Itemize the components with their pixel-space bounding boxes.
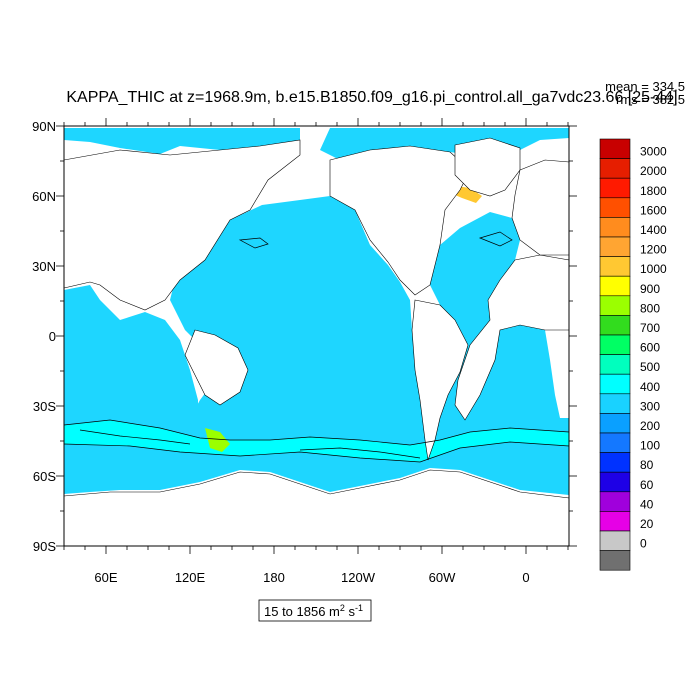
africa	[454, 254, 570, 421]
range-label: 15 to 1856 m2 s-1	[264, 603, 363, 619]
colorbar-label: 60	[640, 478, 654, 492]
lat-label-30n: 30N	[32, 259, 56, 274]
australia	[184, 329, 249, 406]
lon-label-0: 0	[522, 570, 529, 585]
indian-ocean	[64, 285, 198, 418]
land-mask	[63, 137, 570, 547]
colorbar-swatch	[599, 471, 631, 493]
lat-labels: 90N 60N 30N 0 30S 60S 90S	[32, 119, 56, 554]
colorbar-label: 0	[640, 537, 647, 551]
contour-line	[238, 237, 269, 249]
colorbar-swatch	[599, 138, 631, 159]
acc-high-band	[64, 420, 569, 462]
north-america	[329, 145, 471, 296]
colorbar-swatch	[599, 158, 631, 179]
mean-label: mean = 334.5	[605, 79, 685, 94]
range-label-box: 15 to 1856 m2 s-1	[258, 599, 372, 622]
lat-label-60s: 60S	[33, 469, 56, 484]
contour-line	[478, 231, 513, 247]
colorbar-swatch	[599, 334, 631, 355]
colorbar-label: 100	[640, 439, 660, 453]
range-label-sup2: -1	[355, 603, 363, 613]
colorbar-swatch	[599, 354, 631, 375]
colorbar-label: 800	[640, 301, 660, 315]
colorbar-label: 600	[640, 341, 660, 355]
colorbar-label: 1800	[640, 184, 667, 198]
colorbar-label: 1000	[640, 262, 667, 276]
colorbar-swatch	[599, 217, 631, 238]
colorbar-swatch	[599, 550, 631, 571]
colorbar-swatch	[599, 432, 631, 453]
colorbar-label: 40	[640, 497, 654, 511]
lat-label-90s: 90S	[33, 539, 56, 554]
arctic-ocean	[64, 128, 300, 154]
lat-label-90n: 90N	[32, 119, 56, 134]
colorbar-label: 1600	[640, 203, 667, 217]
colorbar-swatch	[599, 275, 631, 297]
acc-peak-patch	[205, 428, 230, 452]
colorbar-label: 1200	[640, 243, 667, 257]
lon-label-60e: 60E	[94, 570, 117, 585]
lon-label-60w: 60W	[429, 570, 456, 585]
colorbar-label: 400	[640, 380, 660, 394]
colorbar-swatch	[599, 315, 631, 336]
lon-label-120w: 120W	[341, 570, 376, 585]
greenland	[454, 137, 521, 197]
colorbar-label: 2000	[640, 164, 667, 178]
colorbar-swatch	[599, 413, 631, 434]
plot-title: KAPPA_THIC at z=1968.9m, b.e15.B1850.f09…	[66, 89, 677, 106]
contour-line	[299, 447, 421, 459]
colorbar-swatch	[599, 373, 631, 395]
colorbar-label: 1400	[640, 223, 667, 237]
colorbar-label: 80	[640, 458, 654, 472]
colorbar-swatch	[599, 511, 631, 532]
map-panel: 90N 60N 30N 0 30S 60S 90S 60E 120E 180 1…	[32, 118, 577, 585]
europe	[511, 159, 570, 256]
colorbar-swatch	[599, 393, 631, 414]
colorbar-swatch	[599, 236, 631, 257]
colorbar-label: 20	[640, 517, 654, 531]
lat-label-60n: 60N	[32, 189, 56, 204]
rms-label: rms = 382.5	[616, 92, 685, 107]
lat-label-0: 0	[49, 329, 56, 344]
south-america	[411, 299, 469, 461]
colorbar-swatch	[599, 530, 631, 551]
colorbar-swatch	[599, 256, 631, 277]
colorbar-label: 200	[640, 419, 660, 433]
colorbar-swatch	[599, 452, 631, 473]
lat-label-30s: 30S	[33, 399, 56, 414]
contour-line	[63, 441, 570, 463]
colorbar-swatch	[599, 295, 631, 316]
map-ticks	[56, 118, 577, 554]
colorbar-swatch	[599, 177, 631, 199]
contour-line	[63, 419, 570, 446]
lon-label-180: 180	[263, 570, 285, 585]
range-label-mid: s	[345, 604, 356, 619]
asia	[63, 139, 301, 311]
contour-lines	[63, 231, 570, 463]
colorbar-label: 300	[640, 399, 660, 413]
colorbar-label: 700	[640, 321, 660, 335]
colorbar-label: 3000	[640, 145, 667, 159]
range-label-sup1: 2	[340, 603, 345, 613]
colorbar-label: 900	[640, 282, 660, 296]
lon-labels: 60E 120E 180 120W 60W 0	[94, 570, 529, 585]
colorbar-swatch	[599, 197, 631, 218]
range-label-frame	[258, 599, 372, 622]
lon-label-120e: 120E	[175, 570, 206, 585]
range-label-prefix: 15 to 1856 m	[264, 604, 340, 619]
contour-line	[79, 429, 191, 445]
colorbar-swatch	[599, 491, 631, 512]
colorbar-label: 500	[640, 360, 660, 374]
colorbar: 3000200018001600140012001000900800700600…	[599, 138, 667, 571]
